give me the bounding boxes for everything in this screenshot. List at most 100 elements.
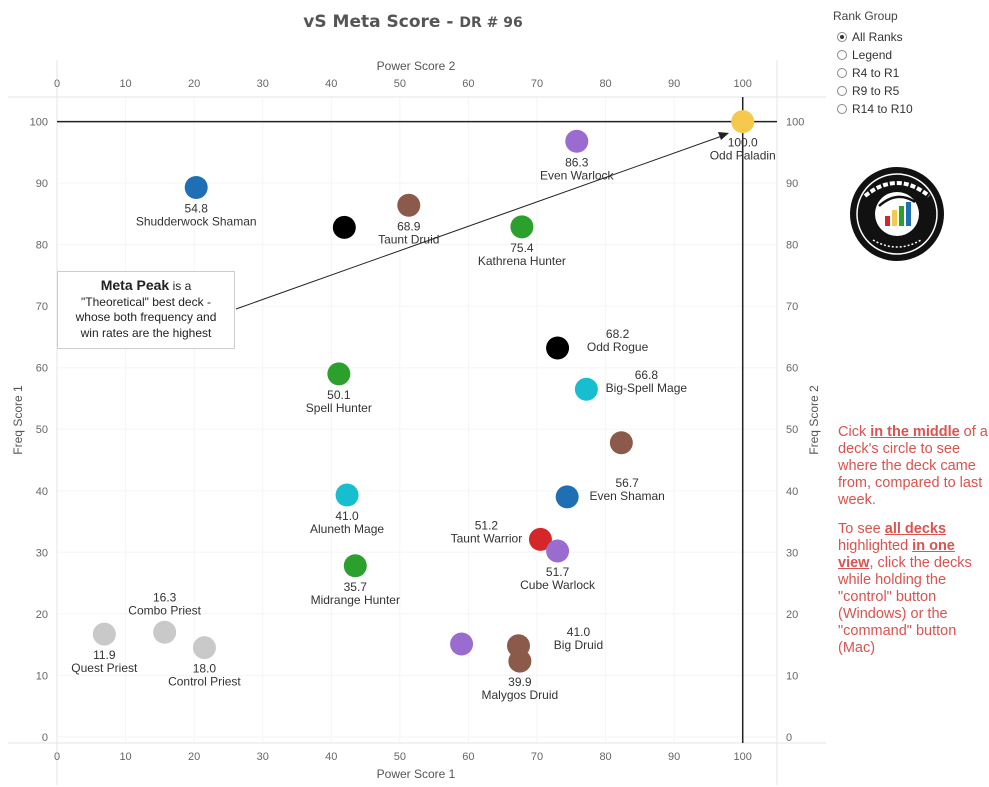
y-axis-title-right: Freq Score 2	[807, 385, 821, 455]
instructions-text: Cick in the middle of a deck's circle to…	[838, 424, 988, 669]
point-name-label: Big Druid	[554, 638, 603, 652]
y-tick-label-right: 70	[786, 301, 798, 313]
point-score-label: 68.9	[397, 219, 421, 233]
data-point-combo-priest[interactable]	[153, 620, 177, 644]
rank-option-r14-r10[interactable]: R14 to R10	[833, 100, 913, 118]
annotation-bold: Meta Peak	[100, 277, 170, 293]
radio-icon[interactable]	[837, 50, 847, 60]
y-tick-label-left: 80	[36, 240, 48, 252]
x-axis-title-bottom: Power Score 1	[377, 767, 456, 781]
data-point-malygos-druid[interactable]	[508, 649, 532, 673]
y-tick-label-right: 90	[786, 178, 798, 190]
point-score-label: 35.7	[344, 580, 368, 594]
rank-option-label: R9 to R5	[852, 84, 900, 98]
x-tick-label-bottom: 10	[119, 751, 131, 763]
point-name-label: Odd Paladin	[710, 149, 776, 163]
rank-option-label: R14 to R10	[852, 102, 913, 116]
rank-option-r4-r1[interactable]: R4 to R1	[833, 64, 913, 82]
data-point-unlabeled[interactable]	[450, 632, 474, 656]
x-tick-label-bottom: 30	[257, 751, 269, 763]
point-score-label: 56.7	[615, 476, 639, 490]
radio-icon[interactable]	[837, 86, 847, 96]
data-point-big-spell-mage[interactable]	[574, 377, 598, 401]
data-points[interactable]	[92, 110, 755, 673]
meta-peak-lines	[57, 97, 777, 743]
y-tick-label-left: 70	[36, 301, 48, 313]
radio-icon[interactable]	[837, 32, 847, 42]
axes	[8, 60, 826, 785]
y-tick-label-left: 30	[36, 547, 48, 559]
point-name-label: Midrange Hunter	[311, 593, 400, 607]
y-tick-label-left: 0	[42, 732, 48, 744]
point-name-label: Cube Warlock	[520, 578, 596, 592]
point-score-label: 86.3	[565, 155, 589, 169]
instr-emph: in one view	[838, 538, 955, 571]
rank-option-label: Legend	[852, 48, 893, 62]
chart-title-main: vS Meta Score	[303, 12, 441, 32]
radio-icon[interactable]	[837, 68, 847, 78]
x-tick-label-top: 50	[394, 78, 406, 90]
data-point-unlabeled[interactable]	[332, 215, 356, 239]
data-point-unlabeled[interactable]	[609, 431, 633, 455]
y-axis-title-left: Freq Score 1	[11, 385, 25, 455]
point-score-label: 54.8	[185, 201, 209, 215]
data-point-shudderwock-shaman[interactable]	[184, 175, 208, 199]
data-point-spell-hunter[interactable]	[327, 362, 351, 386]
data-point-cube-warlock[interactable]	[546, 539, 570, 563]
data-point-even-shaman[interactable]	[555, 485, 579, 509]
instructions-paragraph-1: Cick in the middle of a deck's circle to…	[838, 424, 988, 509]
x-tick-label-bottom: 100	[734, 751, 752, 763]
rank-option-label: All Ranks	[852, 30, 903, 44]
x-axis-title-top: Power Score 2	[377, 59, 456, 73]
data-point-control-priest[interactable]	[192, 636, 216, 660]
data-point-kathrena-hunter[interactable]	[510, 215, 534, 239]
point-name-label: Combo Priest	[128, 603, 201, 617]
x-tick-label-bottom: 40	[325, 751, 337, 763]
instr-text: To see	[838, 521, 885, 537]
rank-option-r9-r5[interactable]: R9 to R5	[833, 82, 913, 100]
rank-option-legend[interactable]: Legend	[833, 46, 913, 64]
data-point-quest-priest[interactable]	[92, 622, 116, 646]
data-point-midrange-hunter[interactable]	[343, 554, 367, 578]
point-score-label: 41.0	[335, 509, 359, 523]
chart-title-sub: DR # 96	[459, 15, 523, 31]
meta-peak-annotation: Meta Peak is a "Theoretical" best deck -…	[57, 271, 235, 349]
instructions-paragraph-2: To see all decks highlighted in one view…	[838, 521, 988, 657]
point-name-label: Taunt Warrior	[451, 531, 523, 545]
point-name-label: Odd Rogue	[587, 340, 649, 354]
instr-text: of a deck's circle to see where the deck…	[838, 424, 988, 508]
rank-option-label: R4 to R1	[852, 66, 900, 80]
rank-group-filter: Rank Group All Ranks Legend R4 to R1 R9 …	[833, 9, 913, 118]
point-score-label: 68.2	[606, 327, 630, 341]
radio-icon[interactable]	[837, 104, 847, 114]
x-tick-label-top: 10	[119, 78, 131, 90]
data-point-even-warlock[interactable]	[565, 129, 589, 153]
y-tick-label-left: 20	[36, 609, 48, 621]
x-tick-label-top: 40	[325, 78, 337, 90]
rank-option-all-ranks[interactable]: All Ranks	[833, 28, 913, 46]
x-tick-label-bottom: 60	[462, 751, 474, 763]
data-point-odd-paladin[interactable]	[731, 110, 755, 134]
point-score-label: 51.2	[475, 518, 499, 532]
annotation-line2: "Theoretical" best deck -	[81, 294, 211, 309]
point-name-label: Control Priest	[168, 675, 241, 689]
x-tick-label-bottom: 70	[531, 751, 543, 763]
y-tick-label-right: 80	[786, 240, 798, 252]
data-point-taunt-warrior[interactable]	[528, 527, 552, 551]
data-reaper-logo-icon	[850, 167, 944, 261]
point-score-label: 39.9	[508, 675, 532, 689]
point-score-label: 18.0	[193, 662, 217, 676]
x-tick-label-bottom: 80	[599, 751, 611, 763]
x-tick-label-top: 70	[531, 78, 543, 90]
point-name-label: Shudderwock Shaman	[136, 214, 257, 228]
data-point-aluneth-mage[interactable]	[335, 483, 359, 507]
annotation-line4: win rates are the highest	[80, 325, 212, 340]
y-tick-label-right: 10	[786, 670, 798, 682]
point-name-label: Even Warlock	[540, 168, 615, 182]
data-point-odd-rogue[interactable]	[546, 336, 570, 360]
data-point-taunt-druid[interactable]	[397, 193, 421, 217]
point-score-label: 100.0	[728, 136, 758, 150]
y-tick-label-right: 50	[786, 424, 798, 436]
